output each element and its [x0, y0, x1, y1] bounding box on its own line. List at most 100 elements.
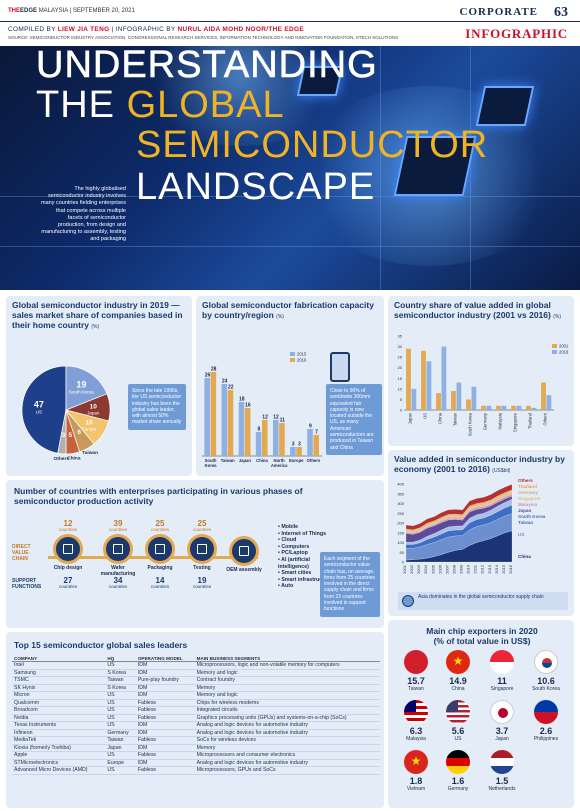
table-row: Apple US Fabless Microprocessors and consum… — [12, 751, 380, 760]
chip-icon — [239, 546, 249, 556]
page-number: 63 — [554, 5, 568, 20]
credits-label-a: COMPILED BY — [8, 26, 56, 33]
pie-value: 10 — [85, 420, 93, 427]
japan-flag-icon — [490, 700, 514, 724]
legend-label: Japan — [518, 508, 531, 513]
spacer — [222, 520, 266, 536]
table-cell: Samsung — [12, 669, 106, 677]
x-tick-label: Taiwan — [221, 458, 235, 463]
pie-category: US — [36, 409, 42, 414]
malaysia-flag-icon — [404, 700, 428, 724]
chain-step: 25 countries Packaging 14 countries — [138, 520, 182, 589]
x-tick-label: 2004 — [423, 564, 428, 574]
table-cell: Memory and logic — [194, 669, 380, 677]
table-row: Samsung S Korea IDM Memory and logic — [12, 669, 380, 677]
bar-value-label: 18 — [239, 397, 245, 403]
chip-icon — [197, 544, 207, 554]
bar — [541, 382, 546, 410]
exporter-name: Germany — [447, 786, 469, 792]
bar — [441, 346, 447, 410]
x-tick-label: 2014 — [494, 564, 499, 574]
us-flag-icon — [446, 700, 470, 724]
hero-title-line2: THE GLOBAL — [36, 84, 285, 127]
exporter-name: Vietnam — [406, 786, 426, 792]
table-cell: US — [105, 766, 136, 775]
top-bar — [0, 0, 580, 22]
bar — [279, 423, 285, 456]
chain-step: 25 countries Testing 19 countries — [180, 520, 224, 589]
bar-value-label: 22 — [228, 385, 234, 391]
use-list-item: • AI (artificial intelligence) — [278, 556, 310, 570]
bar — [471, 386, 477, 410]
bar — [210, 372, 217, 456]
x-tick-label: 2007 — [444, 564, 449, 574]
singapore-flag-icon — [490, 650, 514, 674]
table-cell: IDM — [135, 721, 195, 730]
x-tick-label: Others — [307, 458, 321, 463]
table-cell: Kioxia (formerly Toshiba) — [12, 744, 106, 752]
chain-step-label: Testing — [193, 565, 211, 571]
use-list-item: • PC/Laptop — [278, 550, 308, 557]
vietnam-flag-icon: ★ — [404, 750, 428, 774]
y-tick-label: 20 — [398, 365, 403, 370]
x-tick-label: 2006 — [437, 564, 442, 574]
globe-icon — [402, 595, 414, 607]
table-row: TSMC Taiwan Pure-play foundry Contract foun… — [12, 676, 380, 685]
exporter-name: Singapore — [490, 686, 514, 692]
table-cell: IDM — [135, 759, 195, 767]
table-cell: IDM — [135, 744, 195, 752]
legend-label: Others — [518, 478, 533, 483]
table-cell: TSMC — [12, 676, 106, 685]
pie-value: 47 — [34, 399, 44, 409]
x-tick-label: 2015 — [501, 564, 506, 574]
table-cell: IDM — [135, 669, 195, 677]
pie-panel-title: Global semiconductor industry in 2019 — … — [12, 300, 188, 332]
legend-swatch — [290, 352, 295, 356]
support-functions-label: SUPPORT FUNCTIONS — [12, 578, 42, 590]
table-cell: Pure-play foundry — [135, 676, 195, 685]
direct-count: 12 — [63, 519, 73, 528]
y-tick-label: 10 — [398, 386, 403, 391]
table-cell: Nvidia — [12, 714, 106, 722]
bar-value-label: 24 — [222, 379, 228, 385]
table-row: Micron US IDM Memory and logic — [12, 691, 380, 700]
table-cell: S Korea — [105, 684, 136, 692]
table-cell: Broadcom — [12, 706, 106, 715]
netherlands-flag-icon — [490, 750, 514, 774]
infographic-tag: INFOGRAPHIC — [465, 26, 568, 41]
table-cell: Taiwan — [105, 736, 136, 745]
chain-step: OEM assembly — [222, 520, 266, 579]
chain-step-label: Chip design — [53, 565, 83, 571]
exporter-value: 14.9 — [449, 676, 467, 686]
china-flag-icon: ★ — [446, 650, 470, 674]
fab-note: Close to 90% of worldwide 300mm equivale… — [326, 384, 382, 455]
hero-description: The highly globalised semiconductor indu… — [41, 186, 126, 243]
legend-label: 2015 — [297, 352, 307, 357]
chain-step-label: Wafer manufacturing — [100, 565, 136, 577]
hero-title-global: GLOBAL — [126, 84, 285, 126]
exporter-value: 11 — [497, 676, 507, 686]
exporter-value: 15.7 — [407, 676, 425, 686]
fab-title-unit: (%) — [276, 314, 284, 320]
x-tick-label: 2002 — [409, 564, 414, 574]
pie-category: Japan — [87, 410, 100, 415]
paper-masthead: THEEDGE MALAYSIA | SEPTEMBER 20, 2021 — [8, 8, 135, 14]
table-header-cell: COMPANY — [12, 656, 106, 662]
pie-category: Europe — [82, 427, 97, 432]
table-row: Qualcomm US Fabless Chips for wireless mode… — [12, 699, 380, 707]
x-tick-label: 2008 — [451, 564, 456, 574]
use-list-item: • Auto — [278, 583, 294, 590]
bar — [296, 447, 302, 456]
table-row: MediaTek Taiwan Fabless SoCs for wireless d… — [12, 736, 380, 745]
chip-graphic — [475, 86, 535, 126]
use-list-item: • Computers — [278, 543, 310, 550]
y-tick-label: 0 — [402, 560, 405, 565]
bar — [511, 405, 516, 410]
pie-value: 10 — [90, 403, 98, 410]
paper-brand-b: EDGE — [20, 8, 38, 14]
bar — [496, 405, 501, 410]
table-cell: Microprocessors, GPUs and SoCs — [194, 766, 380, 775]
y-tick-label: 35 — [398, 334, 403, 339]
table-cell: IDM — [135, 661, 195, 670]
